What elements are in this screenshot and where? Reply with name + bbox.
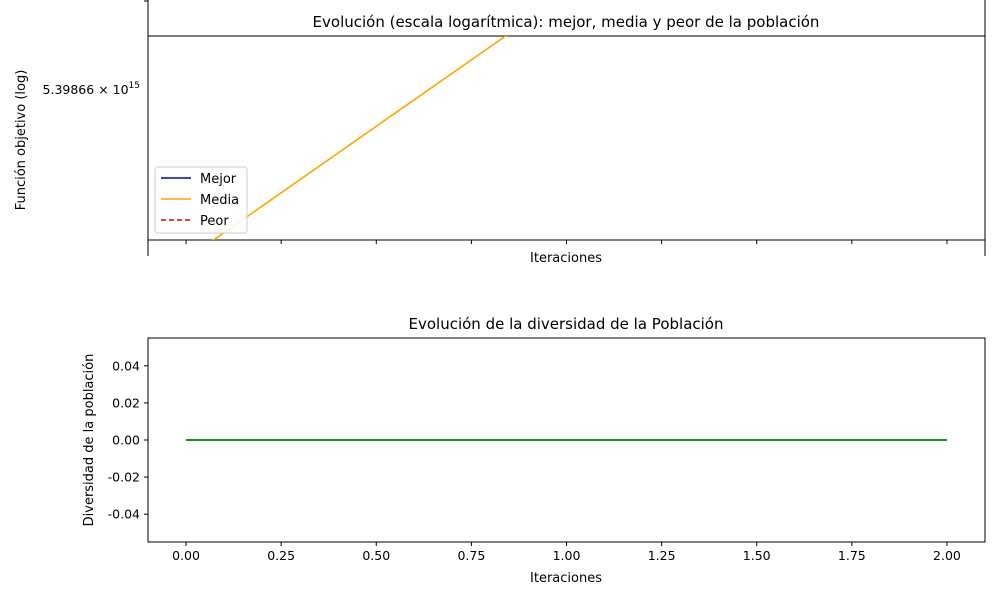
legend: Mejor Media Peor bbox=[154, 166, 248, 234]
bottom-x-tick-label: 1.00 bbox=[553, 548, 581, 563]
bottom-x-tick-label: 1.75 bbox=[838, 548, 866, 563]
bottom-x-tick-label: 1.50 bbox=[743, 548, 771, 563]
bottom-x-tick-label: 2.00 bbox=[933, 548, 961, 563]
bottom-x-tick-label: 1.25 bbox=[648, 548, 676, 563]
top-x-axis-label: Iteraciones bbox=[530, 251, 602, 266]
top-y-axis-label: Función objetivo (log) bbox=[14, 70, 29, 211]
legend-label-peor: Peor bbox=[200, 214, 229, 229]
bottom-y-tick-label: -0.04 bbox=[108, 507, 140, 522]
legend-label-media: Media bbox=[200, 193, 239, 208]
bottom-chart-title: Evolución de la diversidad de la Poblaci… bbox=[409, 315, 724, 333]
bottom-y-axis-label: Diversidad de la población bbox=[82, 354, 97, 527]
legend-entry-mejor: Mejor bbox=[161, 172, 237, 187]
legend-entry-media: Media bbox=[161, 193, 239, 208]
bottom-x-tick-label: 0.25 bbox=[267, 548, 295, 563]
series-line-media bbox=[212, 36, 507, 240]
bottom-chart: 0.00 0.25 0.50 0.75 1.00 1.25 1.50 1.75 2.00 0.0… bbox=[82, 315, 986, 586]
top-chart: 5.39866 × 1015 Evolución (escala logarít… bbox=[14, 0, 986, 266]
legend-label-mejor: Mejor bbox=[200, 172, 237, 187]
bottom-x-tick-label: 0.00 bbox=[172, 548, 200, 563]
legend-entry-peor: Peor bbox=[161, 214, 229, 229]
bottom-x-axis-label: Iteraciones bbox=[530, 571, 602, 586]
top-y-tick-label: 5.39866 × 1015 bbox=[43, 81, 140, 97]
bottom-x-tick-label: 0.50 bbox=[362, 548, 390, 563]
bottom-y-tick-label: -0.02 bbox=[108, 470, 140, 485]
top-x-ticks bbox=[185, 240, 948, 244]
legend-box bbox=[154, 166, 248, 234]
bottom-x-tick-label: 0.75 bbox=[457, 548, 485, 563]
bottom-y-tick-label: 0.04 bbox=[112, 358, 140, 373]
bottom-y-ticks: 0.04 0.02 0.00 -0.02 -0.04 bbox=[108, 358, 148, 522]
bottom-x-ticks: 0.00 0.25 0.50 0.75 1.00 1.25 1.50 1.75 2.00 bbox=[172, 542, 961, 563]
bottom-y-tick-label: 0.00 bbox=[112, 433, 140, 448]
top-chart-title: Evolución (escala logarítmica): mejor, m… bbox=[313, 13, 820, 31]
bottom-y-tick-label: 0.02 bbox=[112, 395, 140, 410]
